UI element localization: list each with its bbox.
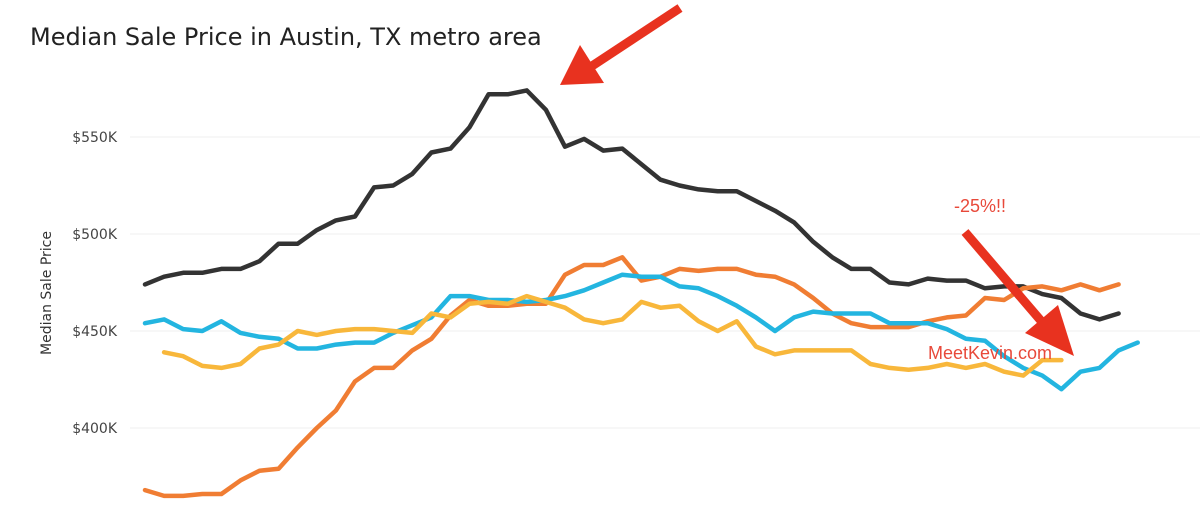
annotation-arrow-peak: [560, 4, 683, 85]
y-tick-500: $500K: [72, 227, 118, 243]
series-lines: [142, 88, 1140, 499]
series-line-4: [161, 293, 1064, 378]
y-tick-450: $450K: [72, 324, 118, 340]
annotation-arrow-drop: [961, 229, 1074, 356]
chart-title: Median Sale Price in Austin, TX metro ar…: [30, 23, 542, 51]
series-line-3: [142, 272, 1140, 392]
y-tick-400: $400K: [72, 421, 118, 437]
y-axis-label: Median Sale Price: [39, 231, 55, 355]
series-line-1: [142, 88, 1121, 322]
series-line-2: [142, 255, 1121, 499]
annotation-watermark: MeetKevin.com: [928, 343, 1052, 363]
annotation-drop-percent: -25%!!: [954, 196, 1006, 216]
y-tick-labels: $400K $450K $500K $550K: [72, 130, 118, 437]
y-tick-550: $550K: [72, 130, 118, 146]
